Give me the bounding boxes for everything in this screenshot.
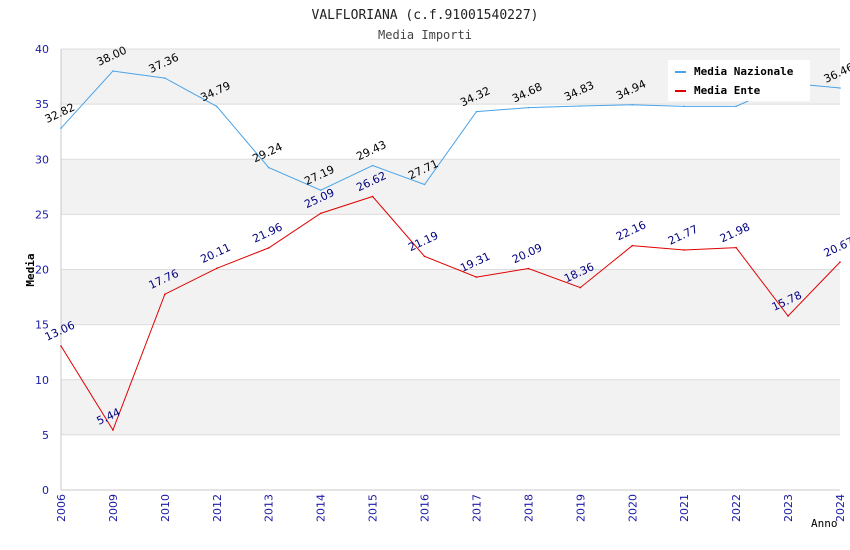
chart-title: VALFLORIANA (c.f.91001540227) — [312, 8, 539, 23]
data-point — [787, 315, 789, 317]
chart-subtitle: Media Importi — [378, 28, 472, 42]
data-label: 21.77 — [666, 223, 700, 248]
background-bands — [61, 49, 840, 435]
y-tick-label: 0 — [42, 484, 49, 497]
x-tick-label: 2019 — [574, 494, 587, 522]
y-tick-label: 20 — [35, 264, 49, 277]
y-tick-label: 35 — [35, 98, 49, 111]
data-label: 20.67 — [822, 235, 850, 260]
data-point — [423, 255, 426, 258]
series-line-media-nazionale — [60, 70, 841, 191]
series-layer — [60, 70, 841, 432]
data-point — [683, 105, 685, 108]
data-point — [631, 244, 634, 247]
data-point — [579, 105, 582, 107]
legend-box — [668, 60, 810, 101]
data-point — [735, 246, 737, 249]
x-tick-label: 2014 — [315, 494, 328, 522]
y-tick-label: 25 — [35, 208, 49, 221]
x-tick-label: 2013 — [263, 494, 276, 522]
data-point — [319, 212, 322, 215]
data-point — [164, 77, 166, 79]
x-tick-label: 2017 — [470, 494, 483, 522]
x-tick-label: 2006 — [55, 494, 68, 522]
y-tick-label: 10 — [35, 374, 49, 387]
data-point — [839, 87, 841, 89]
data-point — [60, 345, 62, 347]
legend: Media Nazionale Media Ente — [668, 60, 810, 101]
data-label: 21.98 — [718, 220, 752, 245]
data-point — [631, 103, 634, 106]
data-point — [267, 247, 270, 249]
x-tick-label: 2016 — [419, 494, 432, 522]
data-point — [579, 286, 582, 289]
data-point — [164, 293, 166, 295]
x-tick-label: 2009 — [107, 494, 120, 522]
background-band — [61, 269, 840, 325]
x-tick-label: 2023 — [782, 494, 795, 522]
data-label: 21.96 — [251, 221, 285, 246]
legend-label-media-nazionale: Media Nazionale — [694, 65, 794, 78]
data-point — [475, 110, 478, 113]
data-point — [112, 70, 114, 72]
data-point — [216, 267, 218, 270]
data-label: 21.19 — [406, 229, 440, 254]
x-tick-label: 2015 — [367, 494, 380, 522]
data-label: 20.09 — [510, 241, 544, 266]
axes: 0 5 10 15 20 25 30 35 40 2006 2009 2010 2012 2013 2014… — [35, 43, 847, 522]
x-tick-label: 2022 — [730, 494, 743, 522]
data-point — [735, 105, 737, 108]
data-label: 20.11 — [199, 241, 233, 266]
data-point — [423, 183, 426, 186]
data-point — [371, 164, 374, 167]
data-point — [371, 195, 374, 198]
y-tick-label: 5 — [42, 429, 49, 442]
data-label: 22.16 — [614, 218, 648, 243]
background-band — [61, 379, 840, 435]
data-point — [319, 189, 322, 192]
data-point — [527, 267, 530, 270]
x-tick-label: 2010 — [159, 494, 172, 522]
data-point — [683, 249, 685, 251]
y-tick-label: 30 — [35, 153, 49, 166]
data-point — [216, 105, 218, 108]
legend-label-media-ente: Media Ente — [694, 84, 761, 97]
series-line-media-ente — [60, 195, 841, 432]
x-tick-label: 2012 — [211, 494, 224, 522]
y-tick-label: 40 — [35, 43, 49, 56]
x-tick-label: 2018 — [522, 494, 535, 522]
x-tick-label: 2024 — [834, 494, 847, 522]
x-axis-label: Anno — [811, 517, 838, 530]
y-axis-label: Media — [24, 253, 37, 286]
data-point — [267, 166, 270, 169]
x-tick-label: 2021 — [678, 494, 691, 522]
data-point — [527, 106, 530, 109]
data-point — [60, 127, 62, 129]
y-tick-label: 15 — [35, 319, 49, 332]
data-point — [839, 261, 841, 263]
background-band — [61, 159, 840, 215]
data-point — [112, 429, 114, 431]
data-point — [475, 276, 478, 278]
x-tick-label: 2020 — [626, 494, 639, 522]
